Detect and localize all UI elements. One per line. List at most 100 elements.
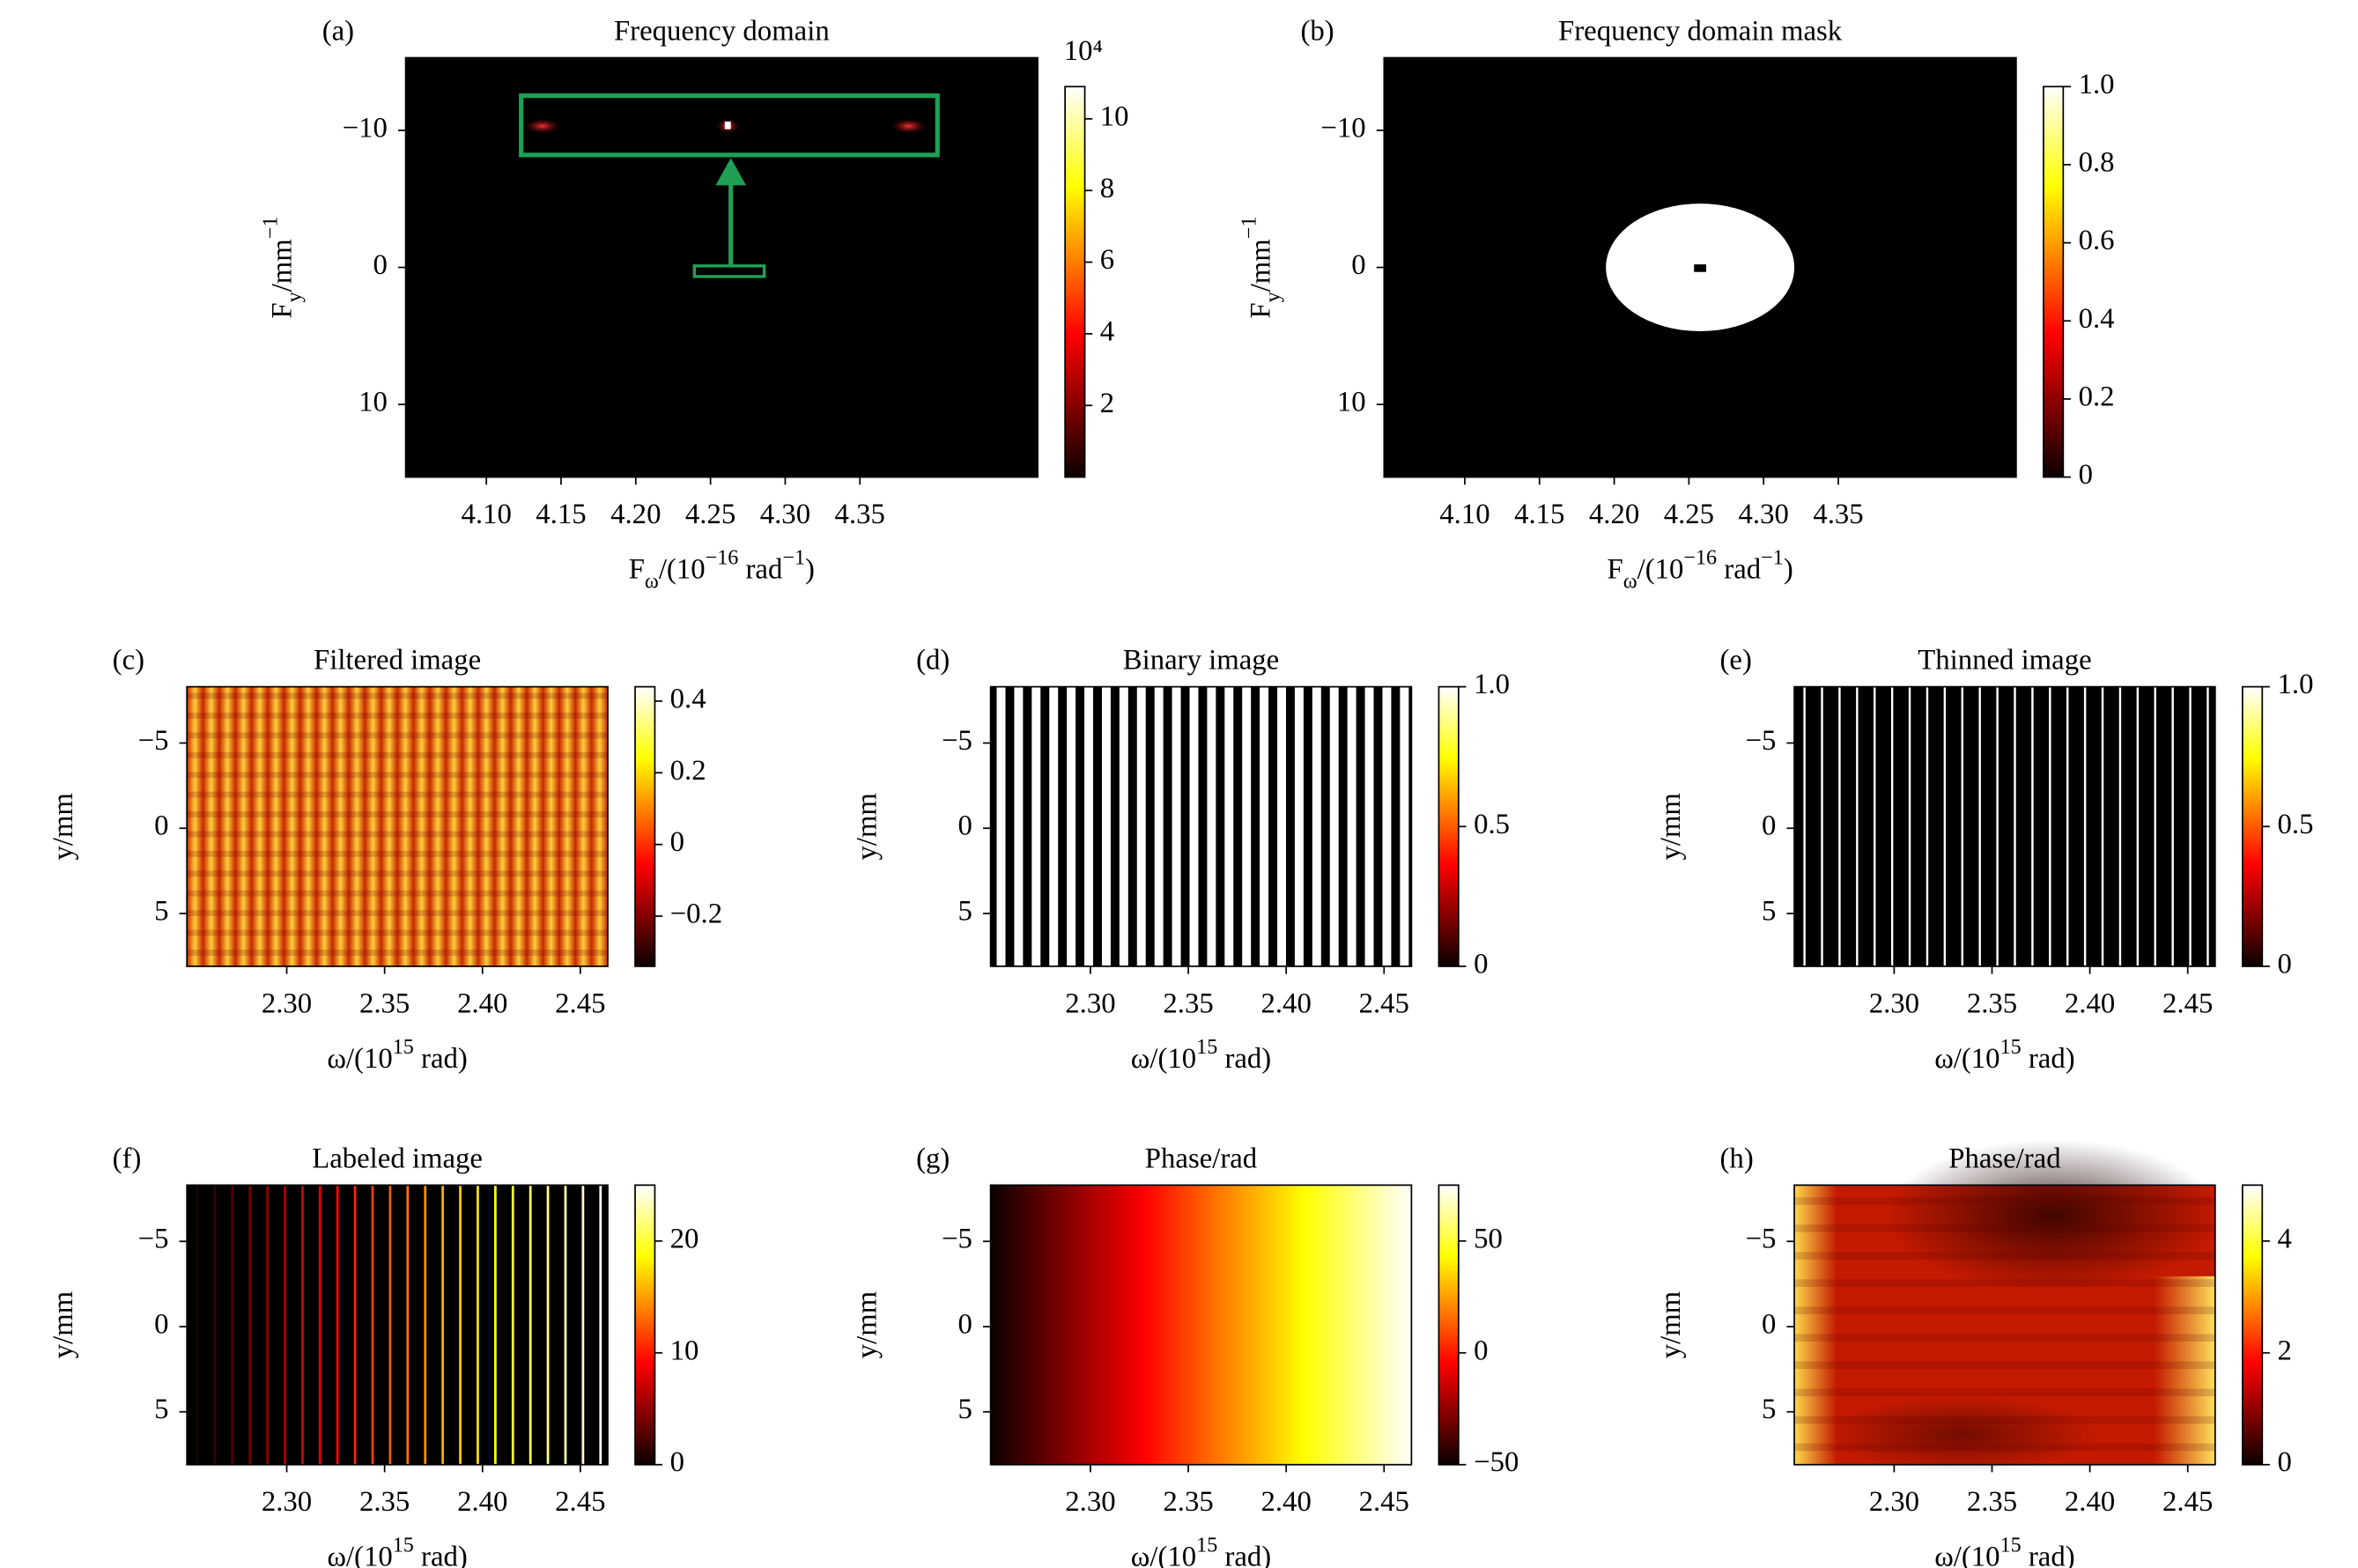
y-tick-label: −5 [1745, 1224, 1776, 1255]
fringe [251, 686, 269, 966]
x-tick-label: 2.30 [1065, 987, 1115, 1019]
colorbar-tick-label: 0.6 [2079, 225, 2115, 256]
fringe [1031, 686, 1041, 966]
x-tick-label: 2.45 [1359, 1486, 1409, 1518]
fringe [1347, 686, 1356, 966]
panel-title: Labeled image [312, 1143, 483, 1174]
label-part: y/mm [1655, 793, 1687, 860]
x-tick-label: 2.30 [262, 1486, 312, 1518]
label-part: /mm [266, 239, 298, 292]
x-tick-label: 2.40 [1261, 1486, 1312, 1518]
label-part: y/mm [851, 1291, 883, 1358]
colorbar [2242, 1184, 2264, 1466]
fringe [365, 686, 381, 966]
fringe [527, 686, 543, 966]
fringe-line [529, 1185, 532, 1465]
fringe-band [187, 712, 608, 719]
label-part: y/mm [1655, 1291, 1687, 1358]
fringe [1382, 686, 1392, 966]
colorbar-tick-label: 10 [1100, 100, 1129, 132]
label-part: −1 [1237, 217, 1260, 240]
colorbar [1064, 85, 1086, 478]
colorbar-tick-label: 0 [2079, 459, 2093, 491]
fringe-line [2118, 686, 2122, 966]
y-tick-label: 0 [373, 249, 387, 281]
x-axis-label: Fω/(10−16 rad−1) [629, 546, 815, 594]
fringe [1224, 686, 1234, 966]
fringe [1294, 686, 1304, 966]
colorbar-tick-label: 1.0 [2079, 69, 2115, 100]
colorbar-tick-label: 0.5 [2278, 809, 2314, 840]
fringe-line [2101, 686, 2104, 966]
fringe-line [300, 1185, 304, 1465]
colorbar-tick-label: 8 [1100, 173, 1114, 204]
fringe [1312, 686, 1321, 966]
y-tick-label: 0 [1762, 1308, 1776, 1340]
fringe [1400, 686, 1409, 966]
fringe [332, 686, 349, 966]
band [1794, 1252, 2215, 1260]
band [1794, 1224, 2215, 1232]
x-tick-label: 4.15 [1514, 499, 1564, 530]
y-axis-label: y/mm [1655, 793, 1687, 860]
fringe [591, 686, 608, 966]
panel-label: (a) [322, 15, 354, 47]
y-axis-label: y/mm [48, 793, 79, 860]
fringe-line [248, 1185, 252, 1465]
fringe [381, 686, 398, 966]
plot-frame [1793, 685, 2216, 967]
band [1794, 1443, 2215, 1452]
label-part: 15 [393, 1035, 414, 1059]
y-tick-label: 5 [154, 1394, 168, 1425]
y-tick-label: −5 [942, 725, 972, 757]
fringe [429, 686, 447, 966]
y-tick-label: 5 [1762, 1394, 1776, 1425]
label-part: rad) [1217, 1541, 1271, 1568]
y-tick-label: 0 [154, 810, 168, 842]
fringe-line [406, 1185, 410, 1465]
fringe-line [1838, 686, 1841, 966]
fringe [316, 686, 333, 966]
y-tick-label: 0 [1762, 810, 1776, 842]
colorbar-tick-label: 2 [1100, 388, 1114, 419]
fringe [1364, 686, 1374, 966]
x-tick-label: 2.45 [2162, 1486, 2213, 1518]
panel-title: Frequency domain [614, 15, 830, 47]
fringe [1119, 686, 1128, 966]
label-part: rad) [414, 1541, 468, 1568]
label-part: y [283, 292, 307, 302]
y-tick-label: 0 [154, 1308, 168, 1340]
band [1794, 1416, 2215, 1424]
label-part: rad) [414, 1042, 468, 1074]
label-part: rad [738, 553, 782, 585]
colorbar [634, 685, 656, 967]
x-tick-label: 2.30 [1065, 1486, 1115, 1518]
fringe-line [546, 1185, 550, 1465]
fringe [1084, 686, 1094, 966]
fringe-band [187, 772, 608, 779]
annotation-arrowhead [715, 158, 746, 186]
label-part: −1 [782, 546, 805, 570]
colorbar-tick-label: 0.2 [670, 755, 706, 787]
fringe-line [511, 1185, 514, 1465]
label-part: rad) [2022, 1541, 2075, 1568]
x-tick-label: 2.30 [262, 987, 312, 1019]
fringe-line [231, 1185, 234, 1465]
colorbar-tick-label: 50 [1474, 1223, 1503, 1254]
fringe [1101, 686, 1111, 966]
x-tick-label: 2.30 [1869, 987, 1919, 1019]
fringe [1189, 686, 1199, 966]
label-part: ω/(10 [1131, 1541, 1196, 1568]
band [1794, 1334, 2215, 1342]
label-part: ω [645, 570, 659, 594]
x-tick-label: 4.20 [610, 499, 661, 530]
fringe [1277, 686, 1286, 966]
fringe-line [353, 1185, 357, 1465]
fringe-line [424, 1185, 427, 1465]
fringe-line [2014, 686, 2016, 966]
x-tick-label: 2.40 [457, 987, 507, 1019]
fringe [187, 686, 203, 966]
x-tick-label: 4.20 [1589, 499, 1639, 530]
x-tick-label: 2.35 [359, 987, 410, 1019]
fringe-line [213, 1185, 217, 1465]
